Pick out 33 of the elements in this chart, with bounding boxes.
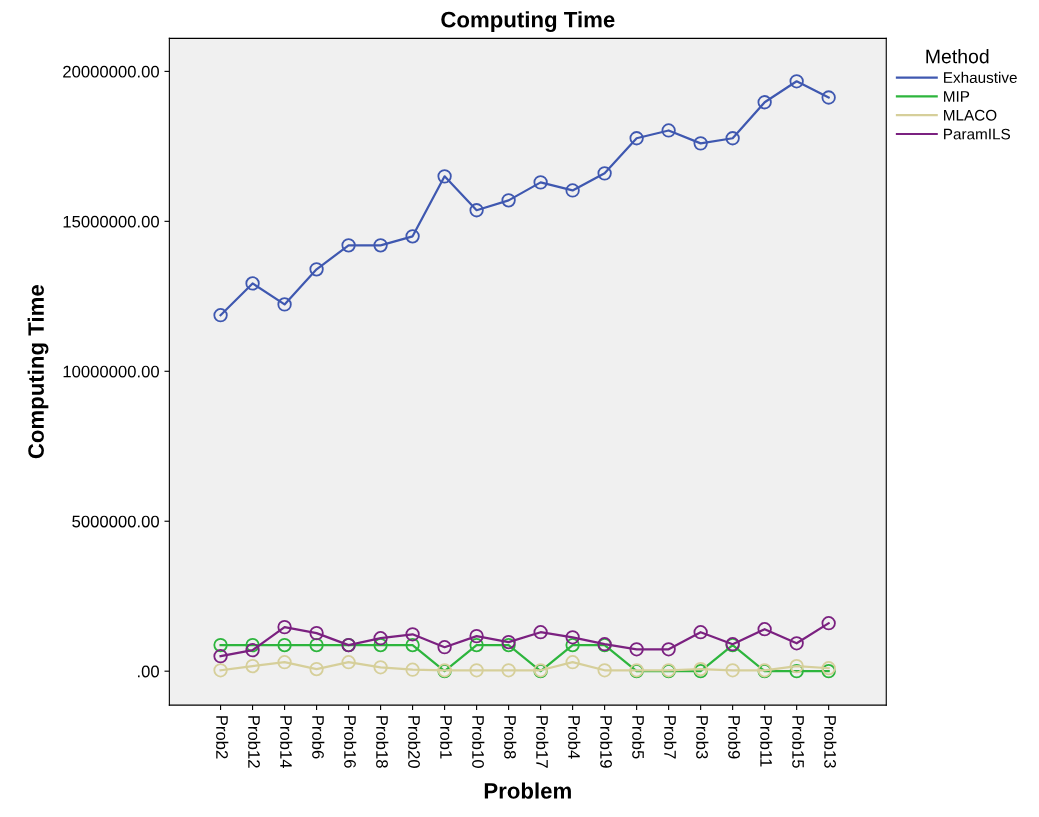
x-tick-label: Prob19 bbox=[600, 716, 613, 768]
x-tick-label: Prob8 bbox=[504, 716, 517, 759]
legend-label: MLACO bbox=[944, 109, 997, 121]
legend-label: MIP bbox=[944, 91, 970, 102]
chart-title: Computing Time bbox=[441, 11, 615, 32]
x-tick-label: Prob5 bbox=[632, 716, 645, 759]
x-tick-label: Prob10 bbox=[472, 716, 485, 768]
y-tick-label: 5000000.00 bbox=[72, 515, 159, 528]
x-tick-label: Prob14 bbox=[280, 716, 293, 769]
y-axis-title: Computing Time bbox=[27, 285, 49, 459]
x-tick-label: Prob1 bbox=[440, 716, 453, 759]
x-tick-label: Prob13 bbox=[824, 716, 837, 768]
legend-label: Exhaustive bbox=[944, 71, 1017, 84]
y-tick-label: .00 bbox=[137, 665, 159, 678]
x-tick-label: Prob15 bbox=[792, 716, 805, 768]
x-tick-label: Prob20 bbox=[408, 716, 421, 768]
y-tick-label: 15000000.00 bbox=[63, 215, 159, 228]
y-tick-label: 10000000.00 bbox=[63, 365, 159, 378]
x-tick-label: Prob18 bbox=[376, 716, 389, 768]
x-tick-label: Prob7 bbox=[664, 716, 677, 759]
x-tick-label: Prob4 bbox=[568, 716, 581, 759]
x-tick-label: Prob11 bbox=[760, 716, 773, 767]
x-tick-label: Prob2 bbox=[216, 716, 229, 759]
x-tick-label: Prob9 bbox=[728, 716, 741, 759]
x-tick-label: Prob16 bbox=[344, 716, 357, 768]
legend-title: Method bbox=[926, 49, 989, 64]
x-tick-label: Prob17 bbox=[536, 716, 549, 768]
x-tick-label: Prob6 bbox=[312, 716, 325, 759]
x-axis-title: Problem bbox=[484, 782, 571, 799]
x-tick-label: Prob3 bbox=[696, 716, 709, 759]
x-tick-label: Prob12 bbox=[248, 716, 261, 768]
legend-label: ParamILS bbox=[944, 128, 1011, 140]
y-tick-label: 20000000.00 bbox=[63, 65, 159, 78]
